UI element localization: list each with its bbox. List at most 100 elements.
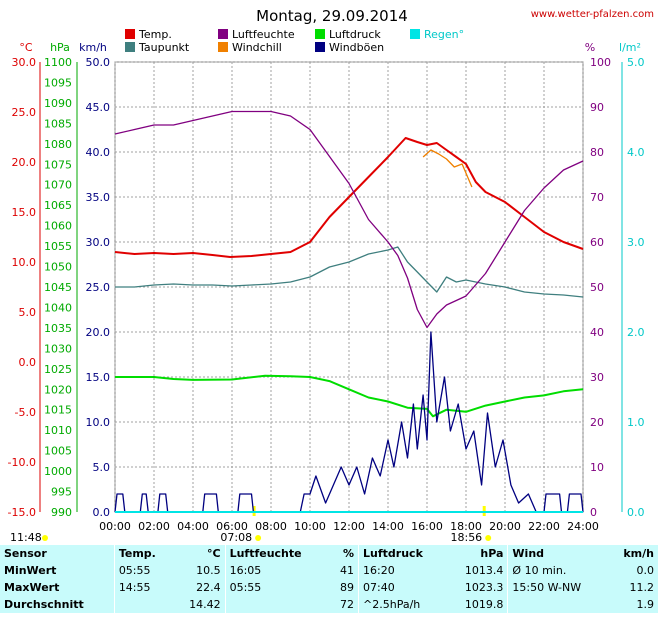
max-temp-time: 14:55 [113,579,174,596]
pressure-tick-label: 1055 [44,240,72,253]
pressure-tick-label: 1070 [44,179,72,192]
legend-label: Windchill [232,41,282,54]
wind-tick-label: 10.0 [86,416,111,429]
legend-label: Luftfeuchte [232,28,295,41]
stats-row-min: MinWert 05:55 10.5 16:05 41 16:20 1013.4… [0,562,658,579]
daylength-icon [42,535,48,541]
min-wind-label: Ø 10 min. [507,562,608,579]
avg-wind-label [507,596,608,613]
temp-tick-label: -10.0 [8,456,36,469]
min-wind: 0.0 [636,564,655,577]
pressure-tick-label: 1030 [44,342,72,355]
series-line [114,331,584,513]
time-tick-label: 04:00 [177,520,209,533]
min-hum-time: 16:05 [224,562,330,579]
pressure-tick-label: 1085 [44,117,72,130]
wind-tick-label: 25.0 [86,281,111,294]
wind-tick-label: 35.0 [86,191,111,204]
row-label: MinWert [4,564,57,577]
pressure-tick-label: 1100 [44,56,72,69]
time-tick-label: 02:00 [138,520,170,533]
humidity-tick-label: 10 [590,461,604,474]
pressure-tick-label: 1025 [44,363,72,376]
time-tick-label: 24:00 [567,520,599,533]
weather-chart: Montag, 29.09.2014 www.wetter-pfalzen.com… [8,7,654,544]
row-label: Durchschnitt [4,598,84,611]
humidity-tick-label: 60 [590,236,604,249]
row-label: MaxWert [4,581,60,594]
sunrise-time: 07:08 [220,531,252,544]
stats-header-row: Sensor Temp. °C Luftfeuchte % Luftdruck … [0,545,658,562]
wind-unit-label: km/h [79,41,107,54]
time-tick-label: 14:00 [372,520,404,533]
legend-swatch [315,29,325,39]
pressure-tick-label: 1040 [44,301,72,314]
wind-tick-label: 0.0 [93,506,111,519]
temp-tick-label: -15.0 [8,506,36,519]
hdr-humidity: Luftfeuchte [224,545,330,562]
humidity-tick-label: 90 [590,101,604,114]
humidity-tick-label: 40 [590,326,604,339]
max-temp: 22.4 [196,581,221,594]
rain-tick-label: 1.0 [627,416,645,429]
pressure-tick-label: 990 [51,506,72,519]
series-line [114,110,584,329]
legend-label: Temp. [138,28,172,41]
series-line [115,246,584,298]
pressure-tick-label: 995 [51,486,72,499]
avg-temp-time [113,596,174,613]
rain-tick-label: 0.0 [627,506,645,519]
wind-tick-label: 30.0 [86,236,111,249]
wind-tick-label: 5.0 [93,461,111,474]
legend-swatch [218,42,228,52]
time-tick-label: 06:00 [216,520,248,533]
site-link: www.wetter-pfalzen.com [531,9,654,20]
sunrise-icon [255,535,262,541]
pressure-tick-label: 1010 [44,424,72,437]
hdr-wind: Wind [507,545,608,562]
series-line [422,149,473,188]
avg-temp: 14.42 [189,598,221,611]
pressure-tick-label: 1050 [44,261,72,274]
stats-row-avg: Durchschnitt 14.42 72 ^2.5hPa/h 1019.8 1… [0,596,658,613]
temp-tick-label: 20.0 [12,156,37,169]
min-press-time: 16:20 [358,562,448,579]
max-wind-label: 15:50 W-NW [507,579,608,596]
avg-hum-time [224,596,330,613]
max-press-time: 07:40 [358,579,448,596]
temp-tick-label: -5.0 [15,406,36,419]
humidity-tick-label: 20 [590,416,604,429]
pressure-tick-label: 1080 [44,138,72,151]
rain-tick-label: 2.0 [627,326,645,339]
humidity-tick-label: 80 [590,146,604,159]
wind-tick-label: 45.0 [86,101,111,114]
hdr-temp: Temp. [113,545,174,562]
series-line [114,137,584,258]
pressure-tick-label: 1045 [44,281,72,294]
time-tick-label: 16:00 [411,520,443,533]
stats-row-max: MaxWert 14:55 22.4 05:55 89 07:40 1023.3… [0,579,658,596]
daylength-label: 11:48 [10,531,42,544]
pressure-tick-label: 1000 [44,465,72,478]
legend-swatch [315,42,325,52]
pressure-tick-label: 1015 [44,404,72,417]
wind-tick-label: 15.0 [86,371,111,384]
hdr-sensor: Sensor [4,547,47,560]
time-tick-label: 18:00 [450,520,482,533]
legend-swatch [410,29,420,39]
hdr-humidity-unit: % [343,547,355,560]
rain-tick-label: 4.0 [627,146,645,159]
time-tick-label: 20:00 [489,520,521,533]
legend-swatch [125,42,135,52]
temp-tick-label: 0.0 [19,356,37,369]
stats-table: Sensor Temp. °C Luftfeuchte % Luftdruck … [0,545,658,613]
rain-tick-label: 3.0 [627,236,645,249]
min-temp-time: 05:55 [113,562,174,579]
avg-wind: 1.9 [636,598,655,611]
pressure-tick-label: 1035 [44,322,72,335]
hdr-wind-unit: km/h [623,547,654,560]
pressure-tick-label: 1090 [44,97,72,110]
humidity-tick-label: 0 [590,506,597,519]
time-tick-label: 22:00 [528,520,560,533]
max-hum-time: 05:55 [224,579,330,596]
